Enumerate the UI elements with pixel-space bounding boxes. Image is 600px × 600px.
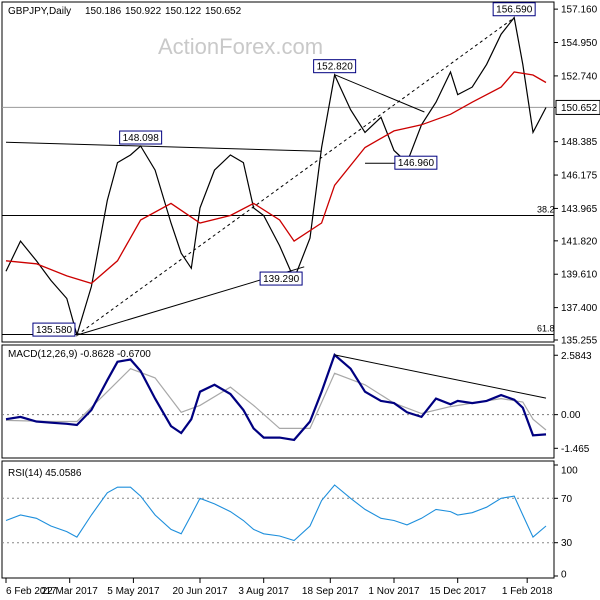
- x-tick-label: 20 Jun 2017: [172, 586, 227, 597]
- price-panel-frame: [1, 1, 555, 343]
- macd-y-tick-label: 2.5843: [561, 351, 592, 362]
- price-y-tick-label: 141.820: [561, 236, 598, 247]
- x-tick-label: 6 Feb 2017: [6, 586, 57, 597]
- macd-y-axis: 2.5843 0.00 -1.465: [554, 351, 592, 455]
- price-y-tick-label: 152.740: [561, 71, 598, 82]
- price-high: 150.922: [125, 6, 162, 17]
- x-tick-label: 1 Feb 2018: [502, 586, 553, 597]
- price-series-line: [5, 16, 547, 337]
- price-annotations: 135.580 148.098 139.290 152.820 146.960 156.5…: [32, 2, 536, 337]
- price-annotation-label: 156.590: [496, 5, 533, 16]
- price-y-axis: 157.160 154.950 152.740 150.652 148.385 146.1…: [554, 5, 600, 347]
- price-y-tick-label: 148.385: [561, 137, 598, 148]
- rsi-y-tick-label: 70: [561, 494, 573, 505]
- rsi-y-axis: 100 70 30 0: [554, 464, 578, 581]
- price-close: 150.652: [205, 6, 242, 17]
- price-panel-title: GBPJPY,Daily: [8, 6, 71, 17]
- price-y-tick-label: 143.965: [561, 204, 598, 215]
- fib-level-label: 38.2: [537, 204, 555, 214]
- price-y-tick-label: 135.255: [561, 336, 598, 347]
- macd-line: [5, 353, 547, 442]
- price-y-tick-label: 146.175: [561, 171, 598, 182]
- price-y-tick-label: 150.652: [561, 103, 598, 114]
- x-tick-label: 1 Nov 2017: [368, 586, 420, 597]
- fib-level-label: 61.8: [537, 323, 555, 333]
- x-tick-label: 3 Aug 2017: [238, 586, 289, 597]
- price-annotation-box: [259, 271, 303, 286]
- macd-y-tick-label: -1.465: [561, 444, 590, 455]
- price-y-tick-label: 137.400: [561, 303, 598, 314]
- macd-trendline-segment: [334, 354, 547, 399]
- price-annotation-label: 148.098: [123, 133, 160, 144]
- price-y-tick-label: 154.950: [561, 38, 598, 49]
- rsi-line: [5, 484, 547, 542]
- price-annotation-label: 135.580: [36, 325, 73, 336]
- current-price-box: [555, 99, 600, 115]
- x-tick-label: 5 May 2017: [107, 586, 160, 597]
- macd-y-tick-label: 0.00: [561, 410, 581, 421]
- moving-average-line: [5, 71, 547, 285]
- price-y-tick-label: 139.610: [561, 270, 598, 281]
- macd-panel-title: MACD(12,26,9) -0.8628 -0.6700: [8, 349, 151, 360]
- x-tick-label: 22 Mar 2017: [42, 586, 99, 597]
- price-annotation-box: [32, 322, 76, 337]
- macd-panel-frame: [1, 344, 555, 459]
- price-annotation-box: [394, 155, 438, 170]
- x-tick-label: 15 Dec 2017: [429, 586, 486, 597]
- price-trendline: [334, 74, 425, 113]
- price-annotation-box: [492, 2, 536, 17]
- price-annotation-label: 152.820: [317, 62, 354, 73]
- rsi-panel-frame: [1, 460, 555, 579]
- price-annotation-label: 146.960: [398, 158, 435, 169]
- price-low: 150.122: [165, 6, 202, 17]
- price-trendline: [76, 17, 515, 336]
- price-annotation-box: [119, 130, 163, 145]
- rsi-panel-title: RSI(14) 45.0586: [8, 468, 82, 479]
- price-annotation-box: [313, 59, 357, 74]
- price-annotation-label: 139.290: [263, 274, 300, 285]
- price-trendline: [5, 141, 322, 152]
- price-open: 150.186: [85, 6, 122, 17]
- rsi-y-tick-label: 30: [561, 538, 573, 549]
- rsi-grid: [2, 497, 554, 544]
- price-y-tick-label: 157.160: [561, 5, 598, 16]
- watermark: ActionForex.com: [158, 34, 323, 59]
- macd-trendline: [334, 354, 547, 399]
- rsi-y-tick-label: 100: [561, 466, 578, 477]
- x-tick-label: 18 Sep 2017: [302, 586, 359, 597]
- rsi-y-tick-label: 0: [561, 570, 567, 581]
